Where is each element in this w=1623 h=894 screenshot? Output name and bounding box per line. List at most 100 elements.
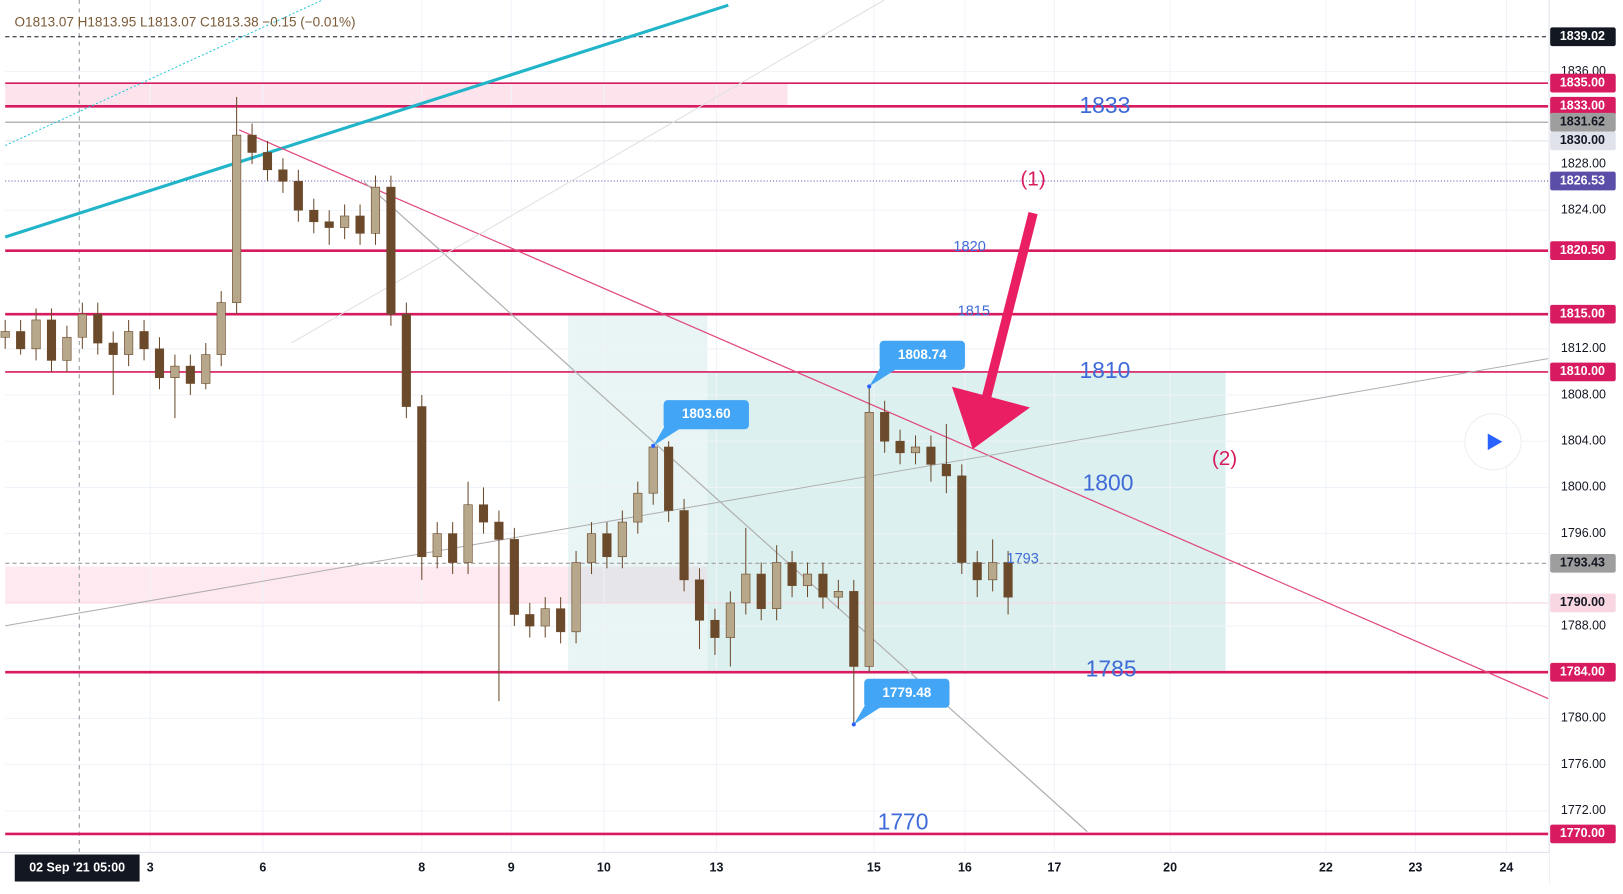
candle-body bbox=[31, 319, 41, 350]
price-label: 1830.00 bbox=[1560, 133, 1605, 147]
price-label: 1826.53 bbox=[1560, 173, 1605, 187]
candle-body bbox=[787, 562, 797, 586]
trendline bbox=[5, 358, 1549, 627]
header: O1813.07 H1813.95 L1813.07 C1813.38 −0.1… bbox=[15, 14, 356, 29]
candle-body bbox=[556, 608, 566, 633]
candle-body bbox=[741, 573, 751, 604]
candle-body bbox=[201, 354, 211, 384]
x-tick-label: 3 bbox=[147, 860, 154, 874]
candle-body bbox=[725, 602, 735, 638]
x-axis bbox=[0, 852, 1550, 884]
y-tick-label: 1776.00 bbox=[1561, 757, 1606, 771]
note: (1) bbox=[1020, 167, 1045, 190]
candle-body bbox=[216, 302, 226, 355]
candle-body bbox=[648, 446, 658, 494]
x-tick-label: 8 bbox=[418, 860, 425, 874]
candle-body bbox=[370, 186, 381, 234]
price-lines bbox=[5, 36, 1549, 836]
trendline bbox=[4, 3, 729, 239]
callout-point bbox=[651, 443, 656, 448]
candle-body bbox=[941, 464, 951, 477]
candle-body bbox=[170, 365, 180, 379]
candle-body bbox=[664, 446, 674, 511]
y-tick-label: 1828.00 bbox=[1561, 156, 1606, 170]
price-label: 1770.00 bbox=[1560, 826, 1605, 840]
note: 1833 bbox=[1079, 92, 1130, 118]
candle-body bbox=[108, 342, 118, 355]
candle-body bbox=[864, 412, 874, 667]
candle-body bbox=[478, 504, 489, 523]
candle-body bbox=[926, 446, 936, 465]
y-tick-label: 1796.00 bbox=[1561, 526, 1606, 540]
price-label-box bbox=[1550, 131, 1616, 151]
candle-body bbox=[772, 562, 782, 610]
candles bbox=[0, 97, 1013, 725]
x-tick-label: 23 bbox=[1408, 860, 1422, 874]
candle-body bbox=[818, 573, 828, 598]
candle-body bbox=[525, 614, 535, 627]
candle-body bbox=[617, 521, 627, 558]
x-tick-label: 10 bbox=[597, 860, 611, 874]
price-label-box bbox=[1550, 73, 1616, 93]
note: 1793 bbox=[1007, 551, 1039, 567]
y-tick-label: 1804.00 bbox=[1561, 434, 1606, 448]
callouts: 1808.74 1803.60 1779.48 bbox=[651, 340, 965, 727]
candle-body bbox=[633, 492, 643, 523]
note: 1800 bbox=[1083, 469, 1134, 495]
note: 1770 bbox=[878, 808, 929, 834]
candle-body bbox=[910, 446, 921, 454]
price-label: 1835.00 bbox=[1560, 75, 1605, 89]
candle-body bbox=[262, 152, 273, 171]
candle-body bbox=[602, 533, 612, 558]
y-tick-label: 1788.00 bbox=[1561, 618, 1606, 632]
price-label: 1815.00 bbox=[1560, 306, 1605, 320]
candle-body bbox=[957, 475, 967, 563]
note: 1810 bbox=[1079, 357, 1130, 383]
crosshair-label: 02 Sep '21 05:00 bbox=[29, 860, 125, 874]
candle-body bbox=[586, 533, 597, 563]
y-tick-label: 1800.00 bbox=[1561, 480, 1606, 494]
y-tick-label: 1772.00 bbox=[1561, 803, 1606, 817]
zone bbox=[5, 566, 708, 603]
x-tick-label: 15 bbox=[867, 860, 881, 874]
candle-body bbox=[448, 533, 458, 563]
candle-body bbox=[540, 608, 550, 627]
candle-body bbox=[386, 186, 396, 315]
x-tick-label: 24 bbox=[1499, 860, 1513, 874]
price-label-box bbox=[1550, 553, 1616, 573]
candle-body bbox=[154, 348, 165, 379]
price-label: 1810.00 bbox=[1560, 364, 1605, 378]
play-icon bbox=[1487, 433, 1503, 451]
candle-body bbox=[355, 215, 365, 234]
crosshair-label-box bbox=[14, 854, 140, 882]
note: 1785 bbox=[1086, 656, 1137, 682]
trendline bbox=[363, 181, 1088, 833]
callout-box bbox=[864, 678, 950, 708]
x-tick-label: 22 bbox=[1319, 860, 1333, 874]
candle-body bbox=[895, 440, 905, 454]
y-tick-label: 1780.00 bbox=[1561, 711, 1606, 725]
price-label-box bbox=[1550, 171, 1616, 191]
y-tick-label: 1824.00 bbox=[1561, 203, 1606, 217]
candle-body bbox=[571, 562, 581, 633]
price-label: 1831.62 bbox=[1560, 115, 1605, 129]
x-tick-label: 13 bbox=[710, 860, 724, 874]
callout-box bbox=[879, 340, 965, 370]
candle-body bbox=[849, 591, 859, 667]
candle-body bbox=[710, 619, 720, 638]
y-tick-label: 1812.00 bbox=[1561, 341, 1606, 355]
note: 1820 bbox=[953, 239, 985, 255]
price-label-box bbox=[1550, 824, 1616, 844]
candle-body bbox=[509, 539, 519, 615]
price-label-box bbox=[1550, 304, 1616, 324]
callout-label: 1779.48 bbox=[882, 685, 931, 700]
grid bbox=[5, 0, 1549, 853]
axes: 1772.00 1776.00 1780.00 1788.00 1796.00 1800.… bbox=[14, 27, 1616, 882]
candle-body bbox=[278, 169, 288, 182]
candle-body bbox=[77, 313, 87, 338]
candle-body bbox=[802, 573, 813, 586]
price-label-box bbox=[1550, 362, 1616, 382]
callout-label: 1803.60 bbox=[682, 406, 731, 421]
